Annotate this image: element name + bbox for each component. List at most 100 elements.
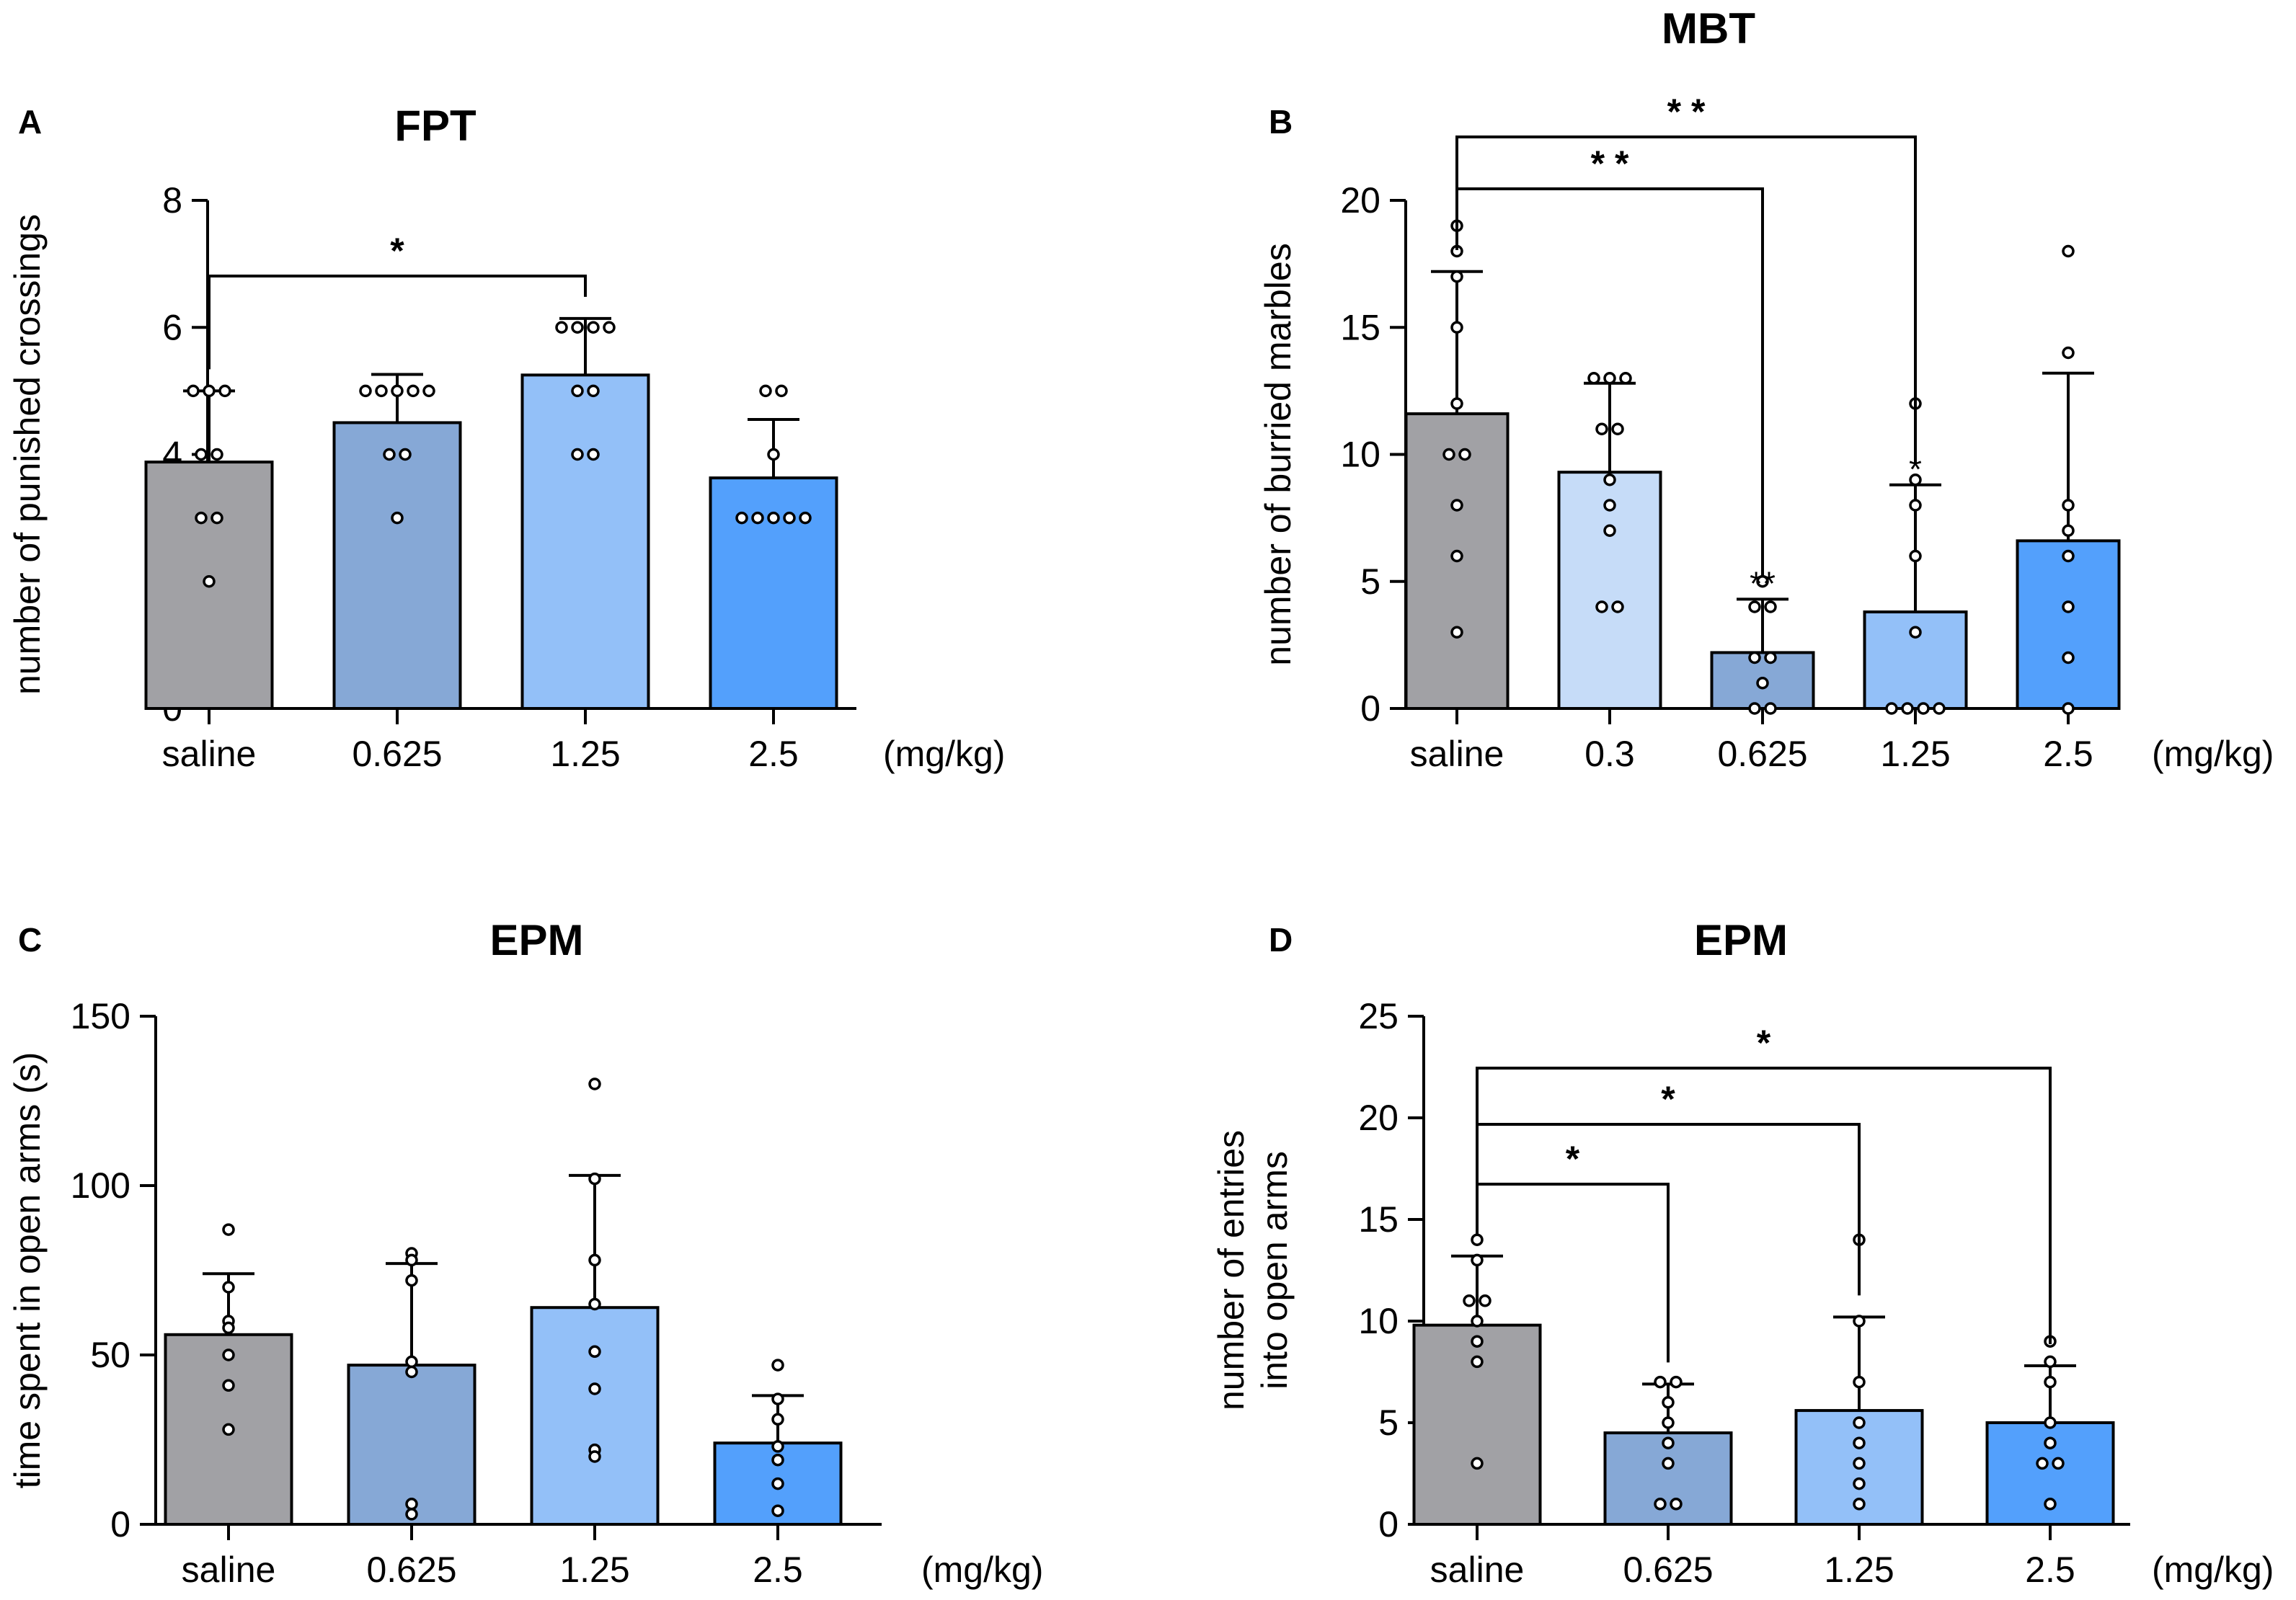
- panel-b: B MBT number of burried marbles 0 5 10 15 20 sal…: [1258, 4, 2274, 774]
- data-point: [1756, 677, 1769, 690]
- y-tick-label: 0: [110, 1504, 130, 1545]
- data-point: [1853, 1436, 1866, 1449]
- data-point: [771, 1477, 784, 1490]
- panel-c: C EPM time spent in open arms (s) 0 50 100 150…: [7, 916, 1043, 1590]
- data-point: [1450, 626, 1463, 639]
- chart-title: FPT: [394, 102, 476, 150]
- data-point: [2044, 1416, 2057, 1429]
- data-point: [771, 1392, 784, 1405]
- data-point: [1471, 1233, 1484, 1246]
- y-axis-label: time spent in open arms (s): [7, 1052, 48, 1489]
- unit-label: (mg/kg): [2152, 734, 2274, 774]
- data-point: [222, 1321, 235, 1335]
- panel-label: B: [1269, 103, 1293, 141]
- data-point: [1917, 702, 1930, 715]
- data-point: [775, 384, 788, 398]
- data-point: [195, 511, 208, 525]
- data-point: [1853, 1457, 1866, 1470]
- data-point: [1853, 1477, 1866, 1490]
- unit-label: (mg/kg): [2152, 1550, 2274, 1590]
- x-tick-label: 0.625: [1717, 734, 1807, 774]
- data-point: [571, 448, 584, 461]
- x-tick-label: 2.5: [753, 1550, 803, 1590]
- data-point: [771, 1359, 784, 1372]
- significance-bracket: [1455, 135, 1917, 463]
- data-point: [203, 575, 216, 588]
- data-point: [407, 384, 420, 398]
- data-point: [735, 511, 748, 525]
- data-point: [2062, 499, 2075, 512]
- y-tick-label: 10: [1340, 435, 1380, 475]
- significance-bracket: [208, 275, 587, 370]
- data-point: [210, 448, 223, 461]
- data-point: [2044, 1498, 2057, 1511]
- bar: [1412, 1323, 1542, 1526]
- data-point: [1587, 372, 1600, 385]
- data-point: [1471, 1253, 1484, 1267]
- data-point: [587, 321, 600, 334]
- y-tick-label: 20: [1358, 1098, 1399, 1138]
- data-point: [1853, 1498, 1866, 1511]
- y-axis-label-line: number of entries: [1211, 1130, 1251, 1410]
- x-tick-label: 1.25: [1824, 1550, 1894, 1590]
- data-point: [767, 448, 780, 461]
- data-point: [783, 511, 796, 525]
- x-tick-label: 0.625: [1623, 1550, 1713, 1590]
- bar-annotation: *: [1909, 450, 1922, 488]
- data-point: [1909, 474, 1922, 486]
- data-point: [2062, 549, 2075, 563]
- data-point: [771, 1453, 784, 1467]
- data-point: [771, 1504, 784, 1517]
- data-point: [405, 1508, 418, 1521]
- data-point: [391, 384, 404, 398]
- x-tick-label: 1.25: [1880, 734, 1950, 774]
- data-point: [1909, 626, 1922, 639]
- data-point: [571, 384, 584, 398]
- significance-label: * *: [1667, 92, 1706, 132]
- y-tick-label: 0: [1360, 688, 1380, 729]
- data-point: [588, 1077, 601, 1090]
- data-point: [1764, 651, 1777, 665]
- data-point: [2062, 702, 2075, 715]
- data-point: [588, 1382, 601, 1395]
- data-point: [767, 511, 780, 525]
- bar: [332, 421, 462, 710]
- data-point: [588, 1450, 601, 1463]
- data-point: [1595, 422, 1608, 435]
- data-point: [1748, 702, 1761, 715]
- data-point: [2062, 524, 2075, 537]
- x-tick-label: 2.5: [748, 734, 799, 774]
- data-point: [218, 384, 231, 398]
- unit-label: (mg/kg): [921, 1550, 1043, 1590]
- data-point: [1764, 600, 1777, 613]
- data-point: [1611, 422, 1624, 435]
- panel-label: A: [18, 103, 42, 141]
- x-tick-label: 1.25: [550, 734, 620, 774]
- x-tick-label: 1.25: [559, 1550, 629, 1590]
- data-point: [1654, 1375, 1667, 1389]
- data-point: [1670, 1375, 1683, 1389]
- data-point: [2062, 651, 2075, 665]
- data-point: [1450, 397, 1463, 410]
- data-point: [1748, 651, 1761, 665]
- data-point: [588, 1172, 601, 1186]
- significance-label: * *: [1591, 143, 1629, 184]
- data-point: [1619, 372, 1632, 385]
- data-point: [2062, 346, 2075, 360]
- data-point: [1909, 499, 1922, 512]
- y-tick-label: 15: [1340, 307, 1380, 347]
- significance-bracket: [1476, 1067, 2052, 1345]
- x-tick-label: 0.625: [352, 734, 442, 774]
- data-point: [1662, 1396, 1675, 1409]
- y-tick-label: 20: [1340, 180, 1380, 221]
- data-point: [405, 1253, 418, 1267]
- x-tick-label: 0.625: [366, 1550, 456, 1590]
- data-point: [1611, 600, 1624, 613]
- data-point: [405, 1274, 418, 1287]
- bar: [347, 1364, 477, 1526]
- significance-label: *: [1757, 1023, 1771, 1063]
- bar: [2016, 539, 2121, 710]
- panel-d: D EPM number of entries into open arms 0 5 10 1…: [1211, 916, 2274, 1590]
- data-point: [222, 1223, 235, 1236]
